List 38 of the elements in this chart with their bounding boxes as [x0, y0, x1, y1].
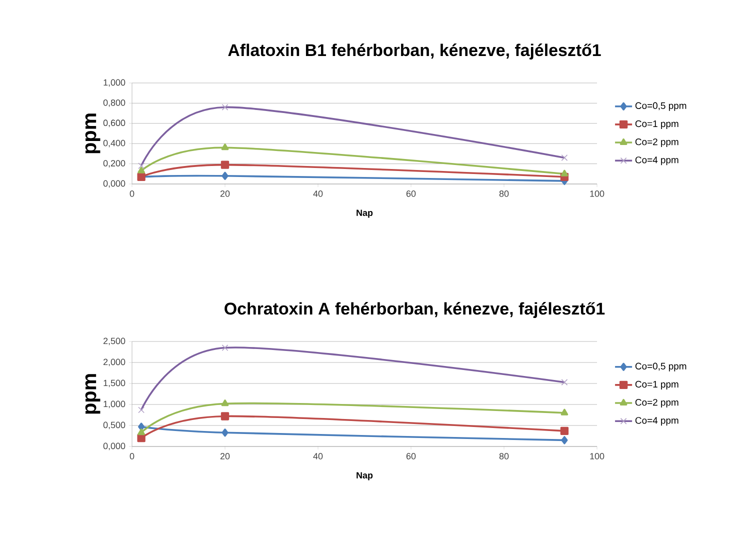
chart-title: Aflatoxin B1 fehérborban, kénezve, fajélesztő1: [228, 44, 601, 60]
x-tick-label: 100: [590, 453, 604, 460]
y-tick-label: 0,000: [103, 180, 126, 188]
y-tick-label: 1,000: [104, 400, 126, 408]
x-tick-label: 80: [499, 190, 509, 197]
legend-label: Co=2 ppm: [635, 398, 678, 408]
legend-label: Co=1 ppm: [635, 380, 678, 390]
y-tick-label: 0,000: [103, 442, 126, 450]
x-axis-title: Nap: [356, 472, 373, 480]
legend-label: Co=1 ppm: [635, 120, 678, 129]
legend-label: Co=2 ppm: [635, 138, 678, 148]
y-axis-title: ppm: [85, 374, 100, 414]
y-tick-label: 1,000: [104, 79, 126, 87]
x-tick-label: 100: [590, 190, 604, 197]
x-tick-label: 60: [406, 453, 416, 460]
x-tick-label: 20: [220, 190, 230, 197]
legend-label: Co=0,5 ppm: [635, 102, 686, 111]
x-tick-label: 0: [130, 190, 134, 197]
x-tick-label: 40: [313, 190, 323, 197]
y-axis-title: ppm: [85, 114, 100, 154]
x-tick-label: 40: [313, 453, 323, 460]
y-tick-label: 2,500: [104, 338, 126, 346]
y-tick-label: 0,200: [103, 160, 126, 168]
legend-label: Co=0,5 ppm: [635, 362, 686, 372]
x-tick-label: 60: [406, 190, 416, 197]
x-tick-label: 20: [220, 453, 230, 460]
y-tick-label: 0,500: [103, 422, 126, 430]
chart-title: Ochratoxin A fehérborban, kénezve, fajélesztő1: [224, 302, 605, 318]
y-tick-label: 0,800: [103, 99, 126, 107]
y-tick-label: 1,500: [104, 380, 126, 388]
y-tick-label: 0,400: [103, 140, 126, 148]
x-tick-label: 80: [499, 453, 509, 460]
legend-label: Co=4 ppm: [635, 417, 678, 426]
y-tick-label: 0,600: [103, 120, 126, 128]
x-axis-title: Nap: [356, 210, 373, 218]
legend-label: Co=4 ppm: [635, 156, 678, 166]
y-tick-label: 2,000: [104, 358, 126, 366]
x-tick-label: 0: [130, 453, 134, 460]
